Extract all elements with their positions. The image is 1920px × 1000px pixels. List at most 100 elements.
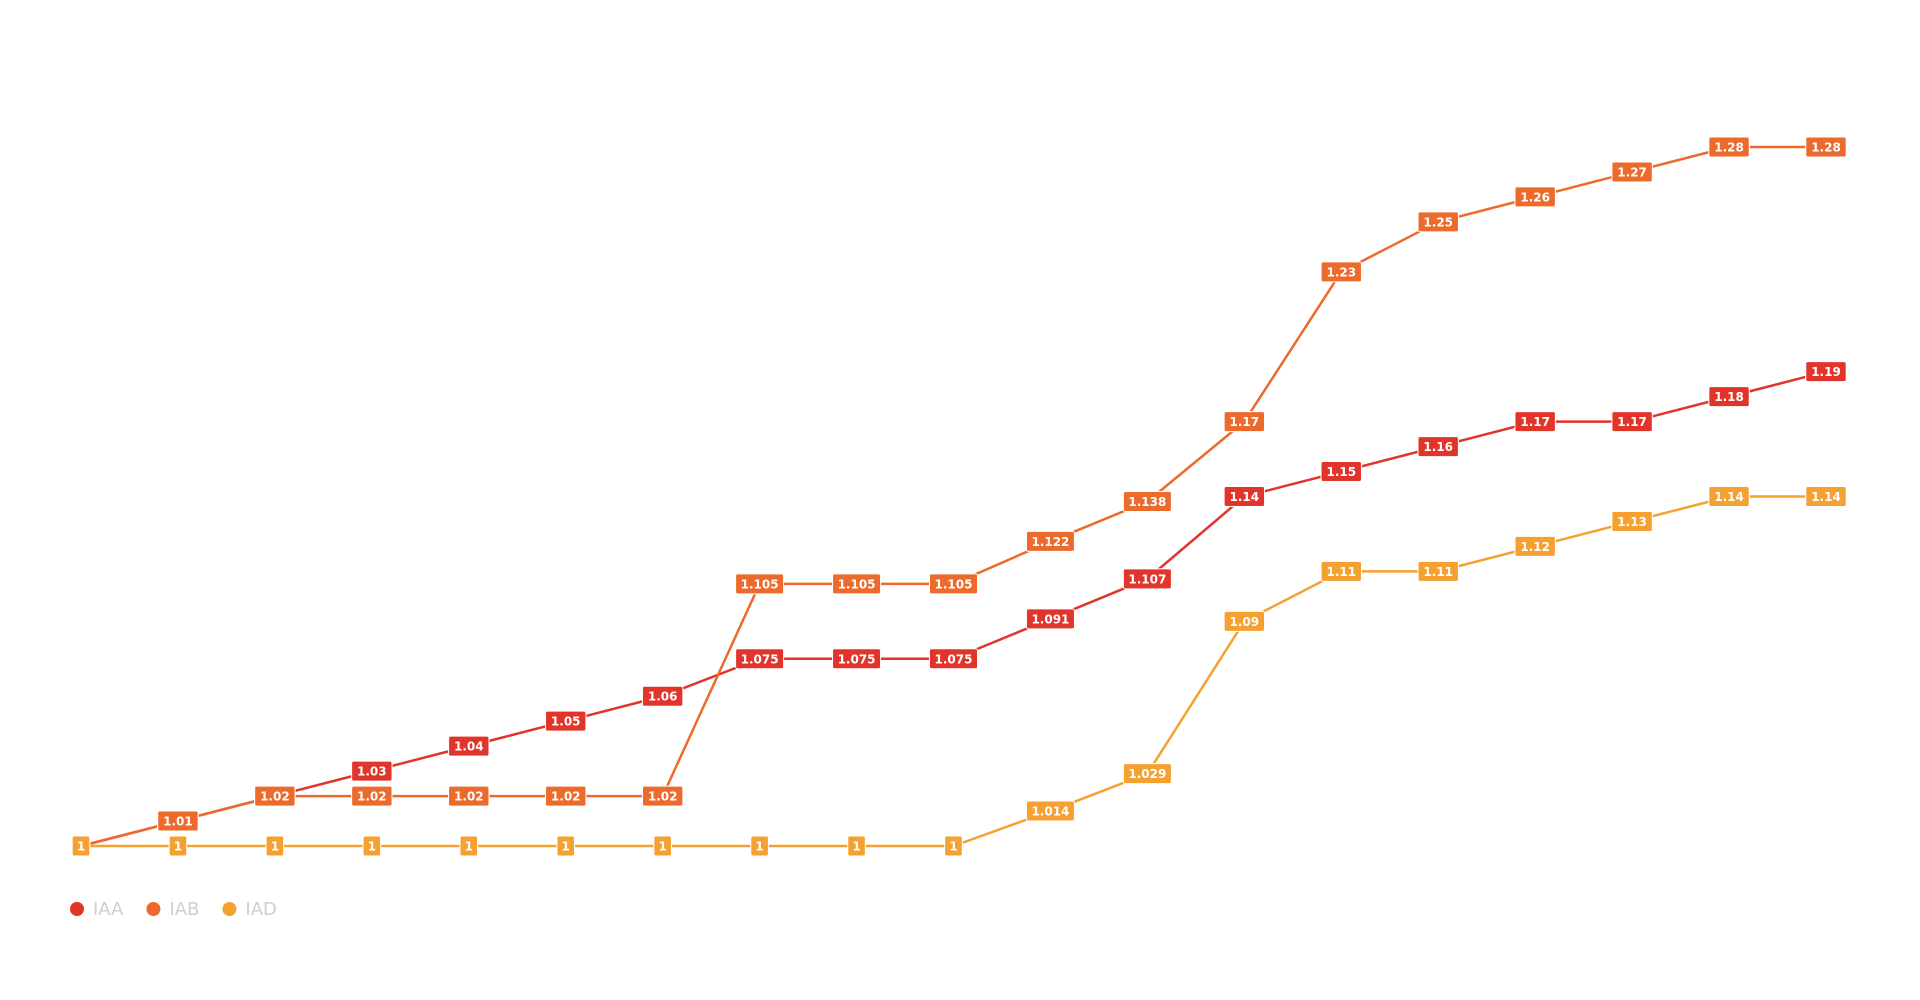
data-label-text: 1 — [658, 840, 666, 854]
data-label: 1.02 — [254, 785, 296, 807]
data-label: 1 — [362, 835, 382, 857]
data-label: 1.12 — [1514, 535, 1556, 557]
data-label-box — [1417, 436, 1459, 458]
data-label-box — [1122, 568, 1172, 590]
data-label-box — [929, 573, 978, 595]
data-label-text: 1.09 — [1230, 615, 1260, 629]
data-label-text: 1.14 — [1714, 490, 1744, 504]
data-label-text: 1.138 — [1128, 495, 1166, 509]
data-label-box — [1514, 411, 1556, 433]
data-label: 1.02 — [641, 785, 684, 807]
data-label: 1.06 — [641, 685, 684, 707]
data-label: 1.17 — [1223, 411, 1266, 433]
data-label-text: 1.06 — [648, 690, 678, 704]
data-label: 1.029 — [1122, 763, 1172, 785]
data-label: 1.075 — [929, 648, 978, 670]
data-label-text: 1 — [271, 840, 279, 854]
data-label: 1.27 — [1611, 161, 1653, 183]
data-label: 1.09 — [1223, 610, 1266, 632]
data-label-box — [1223, 411, 1266, 433]
data-label-box — [1025, 530, 1075, 552]
data-label: 1.18 — [1708, 386, 1750, 408]
data-label-box — [1223, 610, 1266, 632]
data-label-box — [1805, 486, 1847, 507]
data-label-box — [265, 835, 285, 857]
data-label-text: 1.11 — [1423, 565, 1453, 579]
data-label-text: 1.12 — [1520, 540, 1550, 554]
data-label-text: 1.27 — [1617, 165, 1647, 179]
data-label-text: 1.15 — [1326, 465, 1356, 479]
data-label-text: 1.04 — [454, 740, 484, 754]
data-label: 1.28 — [1805, 136, 1847, 158]
data-label-box — [1805, 361, 1847, 383]
data-label: 1.02 — [351, 785, 393, 807]
data-label: 1.16 — [1417, 436, 1459, 458]
data-label-text: 1.02 — [260, 790, 290, 804]
data-label-text: 1.28 — [1714, 141, 1744, 155]
data-label-box — [832, 648, 882, 670]
data-label-box — [750, 835, 769, 857]
data-label-box — [1611, 411, 1653, 433]
data-label-box — [641, 685, 684, 707]
data-label-text: 1.26 — [1520, 190, 1550, 204]
data-label-text: 1.075 — [741, 652, 779, 666]
data-label-text: 1.17 — [1617, 415, 1647, 429]
data-label-box — [944, 835, 963, 857]
data-label-box — [545, 785, 587, 807]
data-label-text: 1.28 — [1811, 141, 1841, 155]
data-label-box — [545, 710, 587, 732]
data-label-box — [1122, 763, 1172, 785]
data-label-text: 1.25 — [1423, 215, 1453, 229]
data-label-box — [1708, 486, 1750, 507]
data-label: 1.04 — [448, 735, 490, 757]
data-label-text: 1.03 — [357, 765, 387, 779]
data-label-text: 1.19 — [1811, 365, 1841, 379]
data-label-text: 1.122 — [1031, 535, 1069, 549]
data-label: 1.19 — [1805, 361, 1847, 383]
data-label: 1.26 — [1514, 186, 1556, 208]
data-label-text: 1.075 — [838, 652, 876, 666]
data-label-text: 1.105 — [838, 577, 876, 591]
data-label-text: 1.17 — [1230, 415, 1260, 429]
data-label-box — [157, 810, 199, 832]
data-label-text: 1.105 — [935, 577, 973, 591]
data-label-box — [362, 835, 382, 857]
data-label: 1.107 — [1122, 568, 1172, 590]
data-label: 1.25 — [1417, 211, 1459, 233]
data-label-box — [1611, 161, 1653, 183]
data-label-text: 1 — [77, 840, 85, 854]
data-label-box — [1320, 560, 1362, 582]
data-label-text: 1.02 — [551, 790, 581, 804]
data-label-box — [1514, 186, 1556, 208]
legend-label: IAD — [245, 899, 276, 920]
data-label-box — [448, 735, 490, 757]
data-label-text: 1.091 — [1031, 612, 1069, 626]
data-label: 1.11 — [1320, 560, 1362, 582]
data-label: 1.075 — [735, 648, 785, 670]
data-label-text: 1.23 — [1326, 265, 1356, 279]
data-label: 1.014 — [1025, 800, 1075, 822]
data-label: 1 — [847, 835, 866, 857]
data-label-box — [1417, 560, 1459, 582]
data-label-box — [1708, 386, 1750, 408]
data-label-text: 1 — [562, 840, 570, 854]
data-label: 1.03 — [351, 760, 393, 782]
data-label: 1 — [265, 835, 285, 857]
legend-label: IAB — [169, 899, 199, 920]
data-label-box — [641, 785, 684, 807]
data-label: 1.05 — [545, 710, 587, 732]
data-label-box — [1611, 510, 1653, 532]
data-label: 1.02 — [448, 785, 490, 807]
legend-marker — [70, 902, 84, 916]
data-label-box — [1122, 490, 1172, 512]
data-label: 1.14 — [1708, 486, 1750, 507]
data-label: 1 — [944, 835, 963, 857]
data-label-box — [1708, 136, 1750, 158]
data-label: 1.105 — [929, 573, 978, 595]
data-label-text: 1 — [465, 840, 473, 854]
data-label-text: 1.02 — [454, 790, 484, 804]
series-line — [81, 495, 1826, 848]
data-label: 1.11 — [1417, 560, 1459, 582]
data-label-text: 1 — [949, 840, 957, 854]
